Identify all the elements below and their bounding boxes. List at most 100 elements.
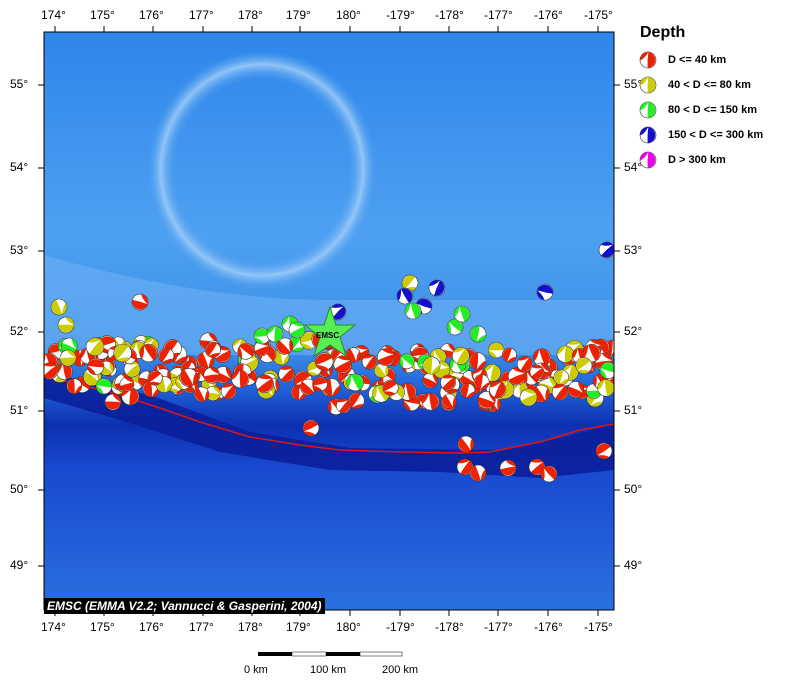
earthquake-mechanism-icon (131, 293, 149, 311)
earthquake-mechanism-icon (399, 353, 415, 370)
longitude-label-bottom: -177° (484, 620, 513, 634)
latitude-label-right: 54° (624, 160, 643, 174)
earthquake-mechanism-icon (519, 388, 538, 407)
scale-label-0: 0 km (244, 664, 268, 676)
legend-item: 80 < D <= 150 km (638, 100, 757, 120)
earthquake-mechanism-icon (595, 442, 613, 460)
earthquake-mechanism-icon (179, 368, 198, 387)
beachball-icon (639, 151, 657, 169)
earthquake-mechanism-icon (440, 374, 456, 391)
longitude-label-bottom: -179° (386, 620, 415, 634)
scale-label-100: 100 km (310, 664, 347, 676)
earthquake-mechanism-icon (598, 241, 614, 259)
beachball-icon (639, 101, 657, 119)
longitude-label-top: -178° (435, 8, 464, 22)
earthquake-mechanism-icon (489, 381, 507, 399)
earthquake-mechanism-icon (446, 318, 464, 336)
longitude-label-bottom: 174° (41, 620, 66, 634)
latitude-label-left: 54° (10, 160, 29, 174)
earthquake-mechanism-icon (278, 365, 295, 383)
earthquake-mechanism-icon (501, 347, 517, 363)
earthquake-mechanism-icon (205, 341, 221, 358)
longitude-label-top: -177° (484, 8, 513, 22)
earthquake-mechanism-icon (348, 392, 365, 409)
earthquake-mechanism-icon (469, 464, 487, 482)
earthquake-mechanism-icon (639, 126, 657, 144)
longitude-label-bottom: -176° (534, 620, 563, 634)
earthquake-mechanism-icon (57, 316, 75, 334)
latitude-label-right: 49° (624, 558, 643, 572)
earthquake-mechanism-icon (50, 298, 68, 316)
earthquake-mechanism-icon (639, 51, 657, 69)
earthquake-mechanism-icon (404, 302, 422, 320)
earthquake-mechanism-icon (60, 337, 78, 355)
earthquake-mechanism-icon (113, 343, 132, 363)
earthquake-mechanism-icon (528, 458, 546, 476)
earthquake-mechanism-icon (104, 393, 122, 411)
earthquake-mechanism-icon (44, 362, 59, 380)
earthquake-mechanism-icon (551, 383, 569, 401)
earthquake-mechanism-icon (139, 343, 158, 363)
earthquake-mechanism-icon (255, 374, 274, 393)
earthquake-mechanism-icon (147, 370, 163, 386)
earthquake-mechanism-icon (453, 305, 471, 323)
frame-ticks (38, 26, 620, 616)
legend-label: D > 300 km (668, 154, 726, 166)
earthquake-mechanism-icon (288, 321, 306, 339)
earthquake-mechanism-icon (253, 327, 271, 345)
earthquake-mechanism-icon (451, 346, 470, 365)
earthquake-mechanism-icon (533, 348, 551, 367)
earthquake-mechanism-icon (553, 369, 570, 386)
legend-item: D > 300 km (638, 150, 726, 170)
earthquake-mechanism-icon (540, 465, 558, 483)
legend-label: 80 < D <= 150 km (668, 104, 757, 116)
earthquake-mechanism-icon (329, 303, 347, 321)
longitude-label-top: 174° (41, 8, 66, 22)
map-frame (43, 31, 615, 611)
legend-label: D <= 40 km (668, 54, 727, 66)
earthquake-mechanism-icon (507, 367, 527, 386)
earthquake-mechanism-icon (266, 325, 284, 343)
earthquake-mechanism-icon (95, 378, 113, 395)
earthquake-mechanism-icon (469, 325, 487, 343)
earthquake-mechanism-icon (459, 370, 477, 388)
latitude-label-right: 53° (624, 243, 643, 257)
beachball-icon (639, 126, 657, 144)
earthquake-mechanism-icon (193, 386, 210, 402)
earthquake-mechanism-icon (314, 352, 334, 371)
latitude-label-left: 51° (10, 403, 29, 417)
scale-label-200: 200 km (382, 664, 419, 676)
earthquake-mechanism-icon (401, 274, 419, 292)
earthquake-mechanism-icon (336, 398, 352, 414)
scale-bar (258, 651, 403, 657)
legend-label: 150 < D <= 300 km (668, 129, 764, 141)
latitude-label-left: 53° (10, 243, 29, 257)
latitude-label-right: 51° (624, 403, 643, 417)
bowers-ridge (147, 50, 377, 290)
credit-text: EMSC (EMMA V2.2; Vannucci & Gasperini, 2… (44, 598, 325, 614)
earthquake-mechanism-icon (597, 379, 614, 397)
earthquake-mechanism-icon (473, 374, 490, 390)
beachball-icon (639, 76, 657, 94)
earthquake-mechanism-icon (312, 376, 328, 392)
earthquake-mechanism-icon (567, 381, 585, 398)
legend-title: Depth (640, 24, 686, 41)
legend-item: D <= 40 km (638, 50, 726, 70)
longitude-label-top: 175° (90, 8, 115, 22)
earthquake-mechanism-icon (333, 355, 352, 374)
earthquake-mechanism-icon (302, 419, 320, 437)
longitude-label-top: 179° (286, 8, 311, 22)
earthquake-mechanism-icon (456, 458, 474, 476)
earthquake-mechanism-icon (203, 367, 221, 384)
earthquake-mechanism-icon (346, 373, 364, 392)
earthquake-mechanism-icon (66, 378, 83, 394)
earthquake-mechanism-icon (477, 391, 496, 409)
earthquake-mechanism-icon (428, 279, 446, 297)
beachball-icon (639, 51, 657, 69)
earthquake-mechanism-icon (457, 435, 475, 453)
longitude-label-top: -179° (386, 8, 415, 22)
longitude-label-top: -176° (534, 8, 563, 22)
earthquake-mechanism-icon (220, 383, 237, 400)
longitude-label-bottom: -175° (584, 620, 613, 634)
